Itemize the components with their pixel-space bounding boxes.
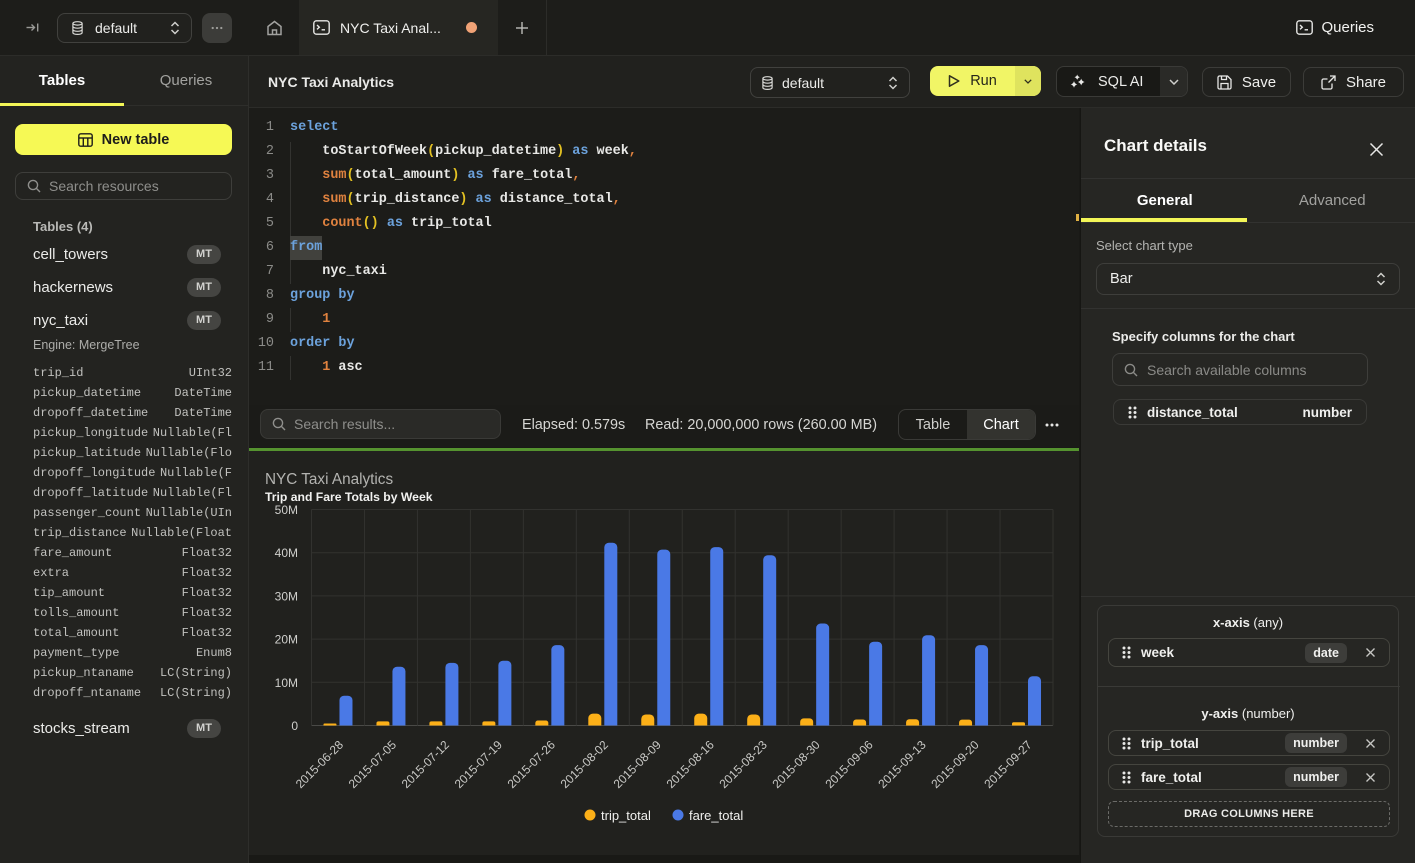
svg-text:2015-09-27: 2015-09-27 (981, 737, 1035, 791)
svg-text:2015-09-13: 2015-09-13 (875, 737, 929, 791)
svg-text:2015-07-26: 2015-07-26 (505, 737, 559, 791)
svg-text:2015-09-20: 2015-09-20 (928, 737, 982, 791)
svg-text:2015-08-09: 2015-08-09 (611, 737, 665, 791)
svg-text:30M: 30M (275, 589, 298, 603)
svg-text:2015-08-30: 2015-08-30 (769, 737, 823, 791)
svg-text:trip_total: trip_total (601, 808, 651, 823)
svg-text:2015-09-06: 2015-09-06 (822, 737, 876, 791)
svg-text:2015-08-23: 2015-08-23 (717, 737, 771, 791)
svg-text:0: 0 (291, 719, 298, 733)
svg-text:20M: 20M (275, 633, 298, 647)
svg-text:2015-07-19: 2015-07-19 (452, 737, 506, 791)
svg-text:10M: 10M (275, 676, 298, 690)
svg-text:2015-07-12: 2015-07-12 (399, 737, 453, 791)
svg-text:2015-06-28: 2015-06-28 (293, 737, 347, 791)
svg-text:2015-08-16: 2015-08-16 (664, 737, 718, 791)
svg-text:50M: 50M (275, 503, 298, 517)
svg-text:2015-07-05: 2015-07-05 (346, 737, 400, 791)
svg-text:fare_total: fare_total (689, 808, 743, 823)
svg-text:40M: 40M (275, 546, 298, 560)
svg-text:2015-08-02: 2015-08-02 (558, 737, 612, 791)
